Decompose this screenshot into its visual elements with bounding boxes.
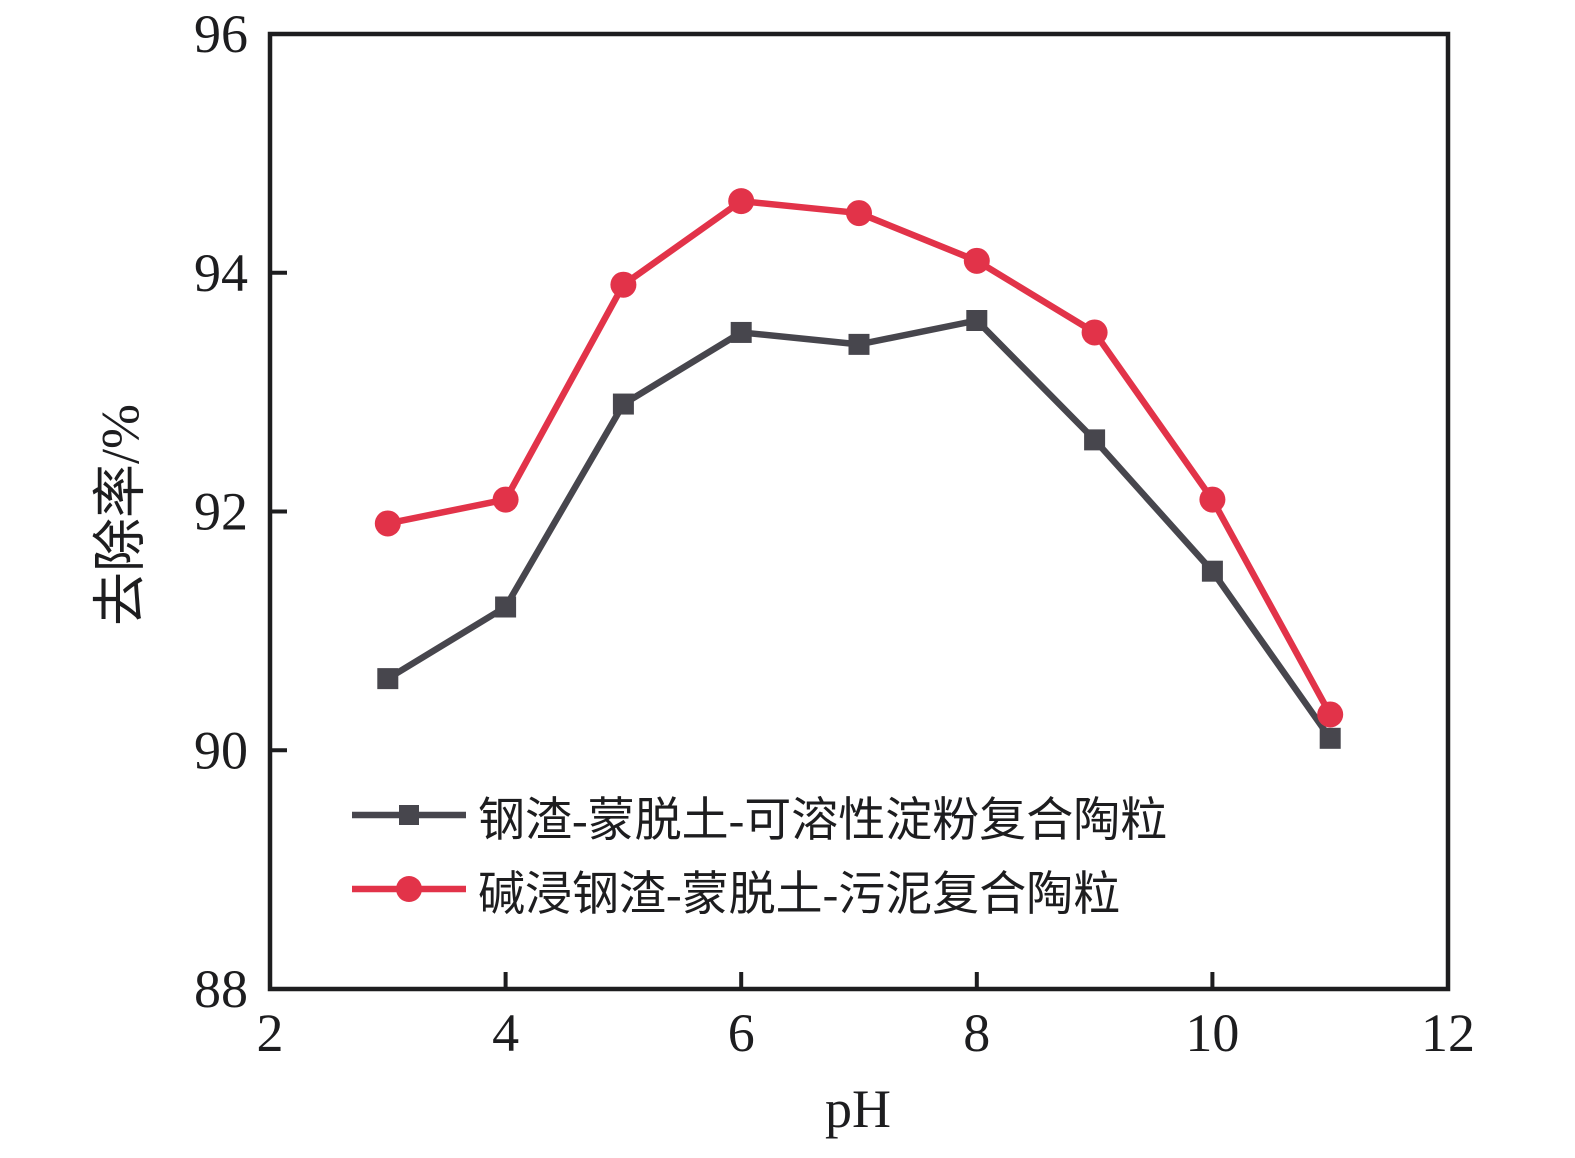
data-point-circle-marker: [610, 271, 637, 298]
y-tick-label: 90: [194, 720, 248, 780]
data-point-square-marker: [612, 393, 634, 415]
square-series-swatch-icon: [352, 805, 466, 825]
data-point-square-marker: [495, 596, 517, 618]
y-tick-label: 88: [194, 959, 248, 1019]
series-line-square: [386, 317, 1333, 741]
data-point-circle-marker: [728, 188, 755, 215]
data-point-circle-marker: [492, 486, 519, 513]
legend-label: 碱浸钢渣-蒙脱土-污泥复合陶粒: [478, 868, 1121, 921]
data-point-circle-marker: [1317, 701, 1344, 728]
x-tick-label: 12: [1421, 1003, 1475, 1063]
data-point-circle-marker: [846, 200, 872, 227]
data-point-circle-marker: [1081, 319, 1108, 346]
legend: 钢渣-蒙脱土-可溶性淀粉复合陶粒 碱浸钢渣-蒙脱土-污泥复合陶粒: [350, 782, 1167, 922]
x-tick-label: 4: [492, 1003, 519, 1063]
y-tick-label: 92: [194, 482, 248, 542]
x-tick-label: 2: [257, 1003, 284, 1063]
legend-item-steel-slag-starch: 钢渣-蒙脱土-可溶性淀粉复合陶粒: [350, 782, 1167, 848]
x-tick-label: 10: [1185, 1003, 1239, 1063]
series-line-circle: [387, 197, 1334, 716]
data-point-square-marker: [1319, 727, 1341, 749]
x-tick-label: 8: [963, 1003, 990, 1063]
data-point-circle-marker: [374, 510, 401, 537]
data-point-circle-marker: [963, 247, 990, 274]
y-tick-label: 96: [194, 4, 248, 64]
data-point-square-marker: [1084, 429, 1106, 451]
legend-label: 钢渣-蒙脱土-可溶性淀粉复合陶粒: [478, 794, 1168, 847]
circle-series-swatch-icon: [352, 876, 466, 902]
y-axis-title: 去除率/%: [90, 404, 151, 626]
y-tick-label: 94: [194, 243, 248, 303]
data-point-circle-marker: [1199, 486, 1226, 513]
data-point-square-marker: [730, 321, 752, 343]
data-point-square-marker: [377, 668, 399, 690]
data-point-square-marker: [1201, 560, 1223, 582]
data-point-square-marker: [966, 310, 988, 331]
legend-item-alkali-steel-slag-sludge: 碱浸钢渣-蒙脱土-污泥复合陶粒: [350, 856, 1167, 922]
x-axis-title: pH: [825, 1079, 891, 1139]
x-tick-label: 6: [728, 1003, 755, 1063]
data-point-square-marker: [848, 333, 870, 355]
